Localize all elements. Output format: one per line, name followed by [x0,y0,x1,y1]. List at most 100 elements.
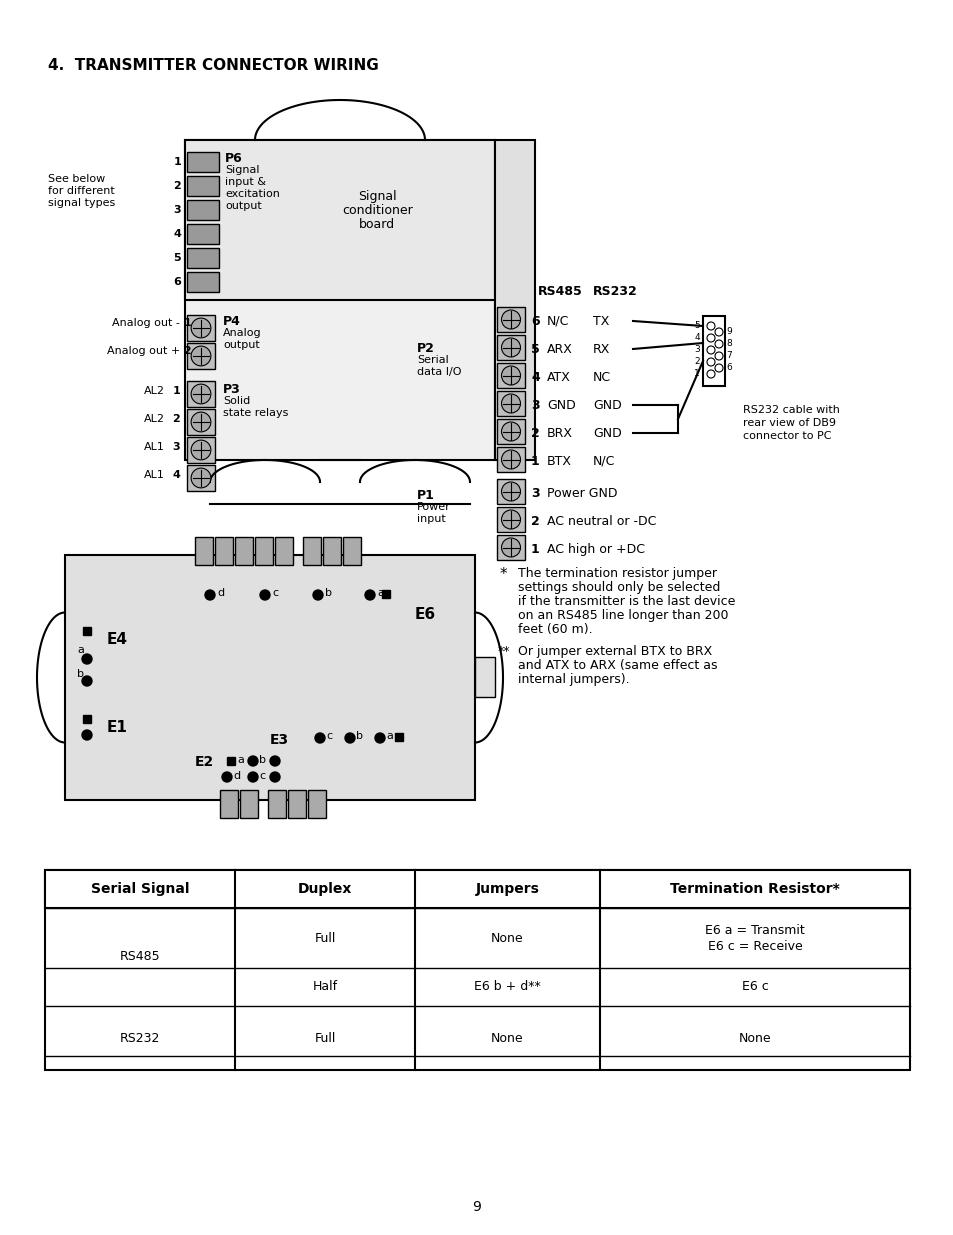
Text: a: a [376,588,383,598]
Bar [187,409,214,435]
Text: RS485: RS485 [537,285,582,298]
Bar [274,537,293,564]
Circle shape [191,384,211,404]
Text: E6 c: E6 c [740,981,767,993]
Circle shape [501,310,520,329]
Text: BRX: BRX [546,427,573,440]
Text: 9: 9 [472,1200,481,1214]
Text: b: b [355,731,363,741]
Text: Serial: Serial [416,354,448,366]
Text: 2: 2 [180,346,192,356]
Text: *: * [499,567,507,582]
Bar [497,391,524,416]
Text: 4.  TRANSMITTER CONNECTOR WIRING: 4. TRANSMITTER CONNECTOR WIRING [48,58,378,73]
Bar [65,555,475,800]
Bar [214,537,233,564]
Circle shape [248,756,257,766]
Text: internal jumpers).: internal jumpers). [517,673,629,685]
Bar [395,734,402,741]
Circle shape [345,734,355,743]
Circle shape [501,482,520,501]
Text: 1: 1 [173,157,181,167]
Text: Serial Signal: Serial Signal [91,882,189,897]
Circle shape [313,590,323,600]
Text: Full: Full [314,1031,335,1045]
Text: input: input [416,514,445,524]
Text: P2: P2 [416,342,435,354]
Bar [187,382,214,408]
Bar [187,466,214,492]
Text: RX: RX [593,343,610,356]
Bar [83,627,91,635]
Text: state relays: state relays [223,408,288,417]
Bar [187,437,214,463]
Text: for different: for different [48,186,114,196]
Bar [187,272,219,291]
Text: AL2: AL2 [144,387,165,396]
Circle shape [260,590,270,600]
Circle shape [82,655,91,664]
Text: 2: 2 [694,357,700,366]
Text: c: c [272,588,278,598]
Circle shape [714,352,722,359]
Bar [187,177,219,196]
Text: 5: 5 [173,253,181,263]
Circle shape [191,468,211,488]
Bar [254,537,273,564]
Bar [240,790,257,818]
Circle shape [191,440,211,459]
Bar [495,140,535,459]
Text: settings should only be selected: settings should only be selected [517,580,720,594]
Text: N/C: N/C [546,315,569,329]
Text: Signal: Signal [225,165,259,175]
Text: GND: GND [593,399,621,412]
Text: P3: P3 [223,383,240,396]
Text: E1: E1 [107,720,128,735]
Text: 8: 8 [725,338,731,348]
Bar [497,308,524,332]
Circle shape [365,590,375,600]
Text: 3: 3 [694,345,700,354]
Text: b: b [77,669,84,679]
Text: a: a [236,755,244,764]
Text: Jumpers: Jumpers [475,882,538,897]
Bar [497,335,524,359]
Text: ATX: ATX [546,370,570,384]
Text: 4: 4 [172,228,181,240]
Text: 6: 6 [531,315,539,329]
Text: Half: Half [313,981,337,993]
Text: 6: 6 [172,277,181,287]
Text: b: b [258,755,266,764]
Bar [220,790,237,818]
Bar [187,343,214,369]
Bar [185,140,495,459]
Bar [187,224,219,245]
Text: **: ** [497,645,510,658]
Text: Full: Full [314,931,335,945]
Bar [83,715,91,722]
Text: GND: GND [546,399,576,412]
Circle shape [191,319,211,338]
Text: See below: See below [48,174,105,184]
Bar [497,535,524,559]
Text: 2: 2 [531,427,539,440]
Circle shape [191,412,211,432]
Circle shape [222,772,232,782]
Text: N/C: N/C [593,454,615,468]
Text: RS485: RS485 [119,951,160,963]
Text: output: output [223,340,259,350]
Text: 1: 1 [531,454,539,468]
Text: Analog out -: Analog out - [112,317,180,329]
Circle shape [501,366,520,385]
Text: data I/O: data I/O [416,367,461,377]
Text: 3: 3 [172,442,180,452]
Text: board: board [358,219,395,231]
Text: conditioner: conditioner [341,204,412,217]
Bar [497,479,524,504]
Text: rear view of DB9: rear view of DB9 [742,417,835,429]
Text: None: None [738,1031,771,1045]
Text: c: c [326,731,332,741]
Circle shape [205,590,214,600]
Bar [187,200,219,220]
Text: 1: 1 [531,543,539,556]
